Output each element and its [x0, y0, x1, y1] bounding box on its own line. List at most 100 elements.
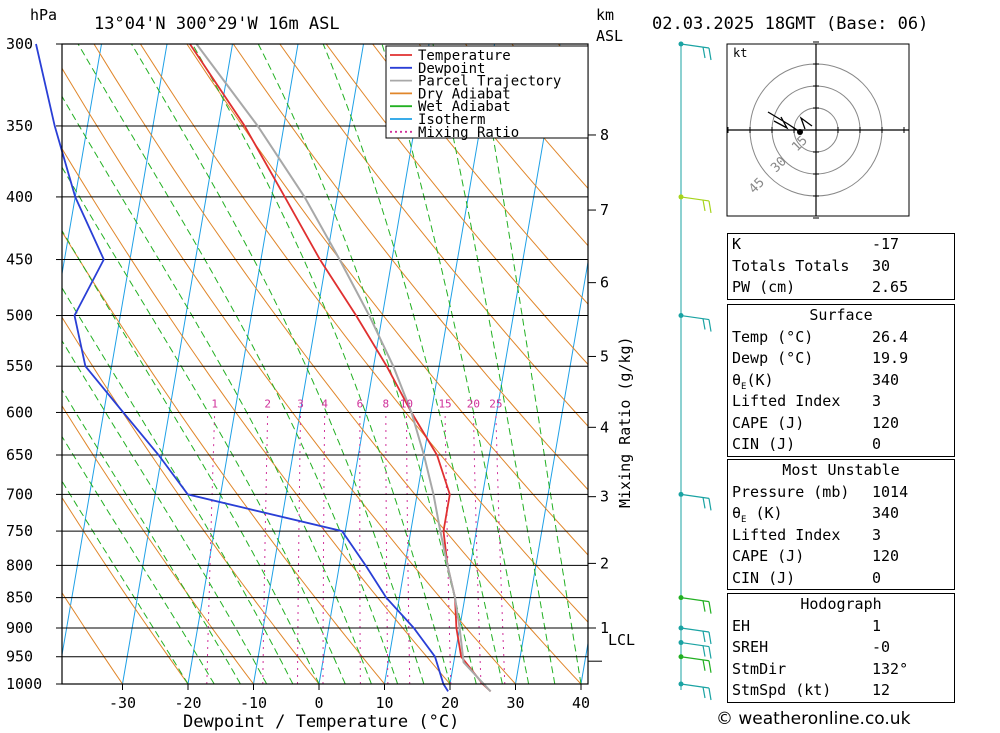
mixing-ratio-label: 20	[467, 397, 480, 410]
height-tick-label: 5	[600, 347, 609, 365]
most-unstable-title: Most Unstable	[782, 461, 900, 479]
wind-barb-flag	[708, 200, 712, 214]
surface-cape-label: CAPE (J)	[732, 413, 805, 432]
hodograph-unit-label: kt	[733, 46, 747, 60]
dry-adiabat-line	[62, 147, 451, 684]
wind-barb	[680, 641, 710, 648]
wind-barb-flag	[708, 660, 712, 673]
wet-adiabat-line	[191, 44, 451, 684]
wind-barb-flag	[702, 600, 706, 612]
legend-entry: Dry Adiabat	[418, 86, 511, 102]
hodograph-title: Hodograph	[800, 595, 882, 613]
temperature-tick-label: 40	[572, 694, 590, 712]
surface-li-label: Lifted Index	[732, 392, 841, 410]
mixing-ratio-label: 8	[383, 397, 390, 410]
pressure-tick-label: 400	[6, 188, 33, 206]
pressure-tick-label: 600	[6, 403, 33, 421]
mixing-ratio-line	[495, 412, 506, 684]
totals-totals-label: Totals Totals	[732, 256, 850, 275]
dry-adiabat-line	[418, 44, 588, 247]
stmspd-row: StmSpd (kt) 12	[728, 680, 954, 702]
temperature-tick-label: -10	[240, 694, 267, 712]
plot-frame	[35, 43, 589, 693]
mixing-ratio-label: 10	[400, 397, 413, 410]
mixing-ratio-label: 2	[264, 397, 271, 410]
wind-barb-flag	[702, 686, 706, 699]
mu-li-row: Lifted Index 3	[728, 525, 954, 547]
mixing-ratio-line	[385, 412, 389, 684]
mu-cin-row: CIN (J) 0	[728, 568, 954, 590]
k-index-label: K	[732, 235, 742, 253]
dry-adiabat-line	[372, 44, 588, 305]
sreh-label: SREH	[732, 638, 769, 656]
wind-barb-flag	[702, 46, 706, 59]
height-tick-label: 7	[600, 201, 609, 219]
height-tick-label: 6	[600, 274, 609, 292]
wind-barb-flag	[708, 631, 712, 645]
dry-adiabat-line	[62, 591, 123, 684]
datetime-label: 02.03.2025 18GMT (Base: 06)	[652, 14, 928, 34]
surface-theta-row: θE(K) 340	[728, 370, 954, 392]
surface-temp-row: Temp (°C) 26.4	[728, 327, 954, 349]
surface-cin-value: 0	[872, 435, 882, 453]
plot-border	[61, 43, 589, 685]
wind-barb-flag	[702, 199, 706, 212]
km-label: km	[596, 6, 614, 24]
temperature-tick-label: -30	[109, 694, 136, 712]
height-tick-label: 3	[600, 488, 609, 506]
surface-theta-value: 340	[872, 370, 900, 389]
dry-adiabat-line	[62, 316, 320, 684]
surface-cape-value: 120	[872, 413, 900, 432]
totals-totals-row: Totals Totals 30	[728, 256, 954, 278]
surface-temp-value: 26.4	[872, 327, 909, 346]
legend-entry: Mixing Ratio	[418, 125, 519, 141]
mixing-ratio-axis-label: Mixing Ratio (g/kg)	[616, 336, 634, 508]
surface-panel: Surface Temp (°C) 26.4 Dewp (°C) 19.9 θE(K…	[727, 304, 955, 457]
surface-theta-label-wrap: θE(K)	[732, 370, 774, 392]
pw-label: PW (cm)	[732, 278, 796, 296]
mu-cin-label: CIN (J)	[732, 568, 796, 587]
storm-motion-arrow	[799, 116, 813, 130]
wind-barb	[680, 314, 710, 321]
pressure-tick-label: 300	[6, 35, 33, 53]
isotherm-line	[62, 44, 102, 277]
wind-barb	[680, 683, 710, 689]
pressure-tick-label: 650	[6, 446, 33, 464]
height-tick-label: 1	[600, 619, 609, 637]
wind-barb-flag	[702, 659, 706, 671]
wind-barb-flag	[702, 497, 706, 509]
hodograph-arrow	[773, 116, 789, 130]
parcel-trajectory-line	[195, 43, 492, 693]
wind-barb	[680, 196, 710, 202]
surface-li-value: 3	[872, 392, 882, 410]
dry-adiabat-line	[62, 404, 254, 684]
pressure-tick-label: 850	[6, 589, 33, 607]
temperature-tick-label: -20	[174, 694, 201, 712]
pressure-tick-label: 350	[6, 117, 33, 135]
height-tick-label: 8	[600, 126, 609, 144]
wind-barb	[680, 43, 710, 49]
temperature-tick-label: 20	[441, 694, 459, 712]
mixing-ratio-line	[206, 412, 216, 684]
wind-barb-flag	[702, 630, 706, 643]
hodograph-trace	[767, 111, 801, 133]
dewpoint-line	[35, 43, 449, 692]
mixing-ratio-label: 3	[297, 397, 304, 410]
dry-adiabat-line	[325, 44, 588, 366]
legend-entry: Wet Adiabat	[418, 99, 511, 115]
mixing-ratio-label: 4	[321, 397, 328, 410]
pw-row: PW (cm) 2.65	[728, 277, 954, 299]
wet-adiabat-line	[62, 480, 189, 684]
surface-cin-label: CIN (J)	[732, 435, 796, 453]
surface-cape-row: CAPE (J) 120	[728, 413, 954, 435]
temperature-tick-label: 0	[314, 694, 323, 712]
isotherm-line	[187, 44, 299, 684]
stmdir-row: StmDir 132°	[728, 659, 954, 681]
wet-adiabat-line	[62, 166, 346, 684]
legend-box	[385, 45, 589, 139]
mixing-ratio-line	[297, 412, 301, 684]
mixing-ratio-label: 6	[357, 397, 364, 410]
isotherm-line	[122, 44, 233, 684]
